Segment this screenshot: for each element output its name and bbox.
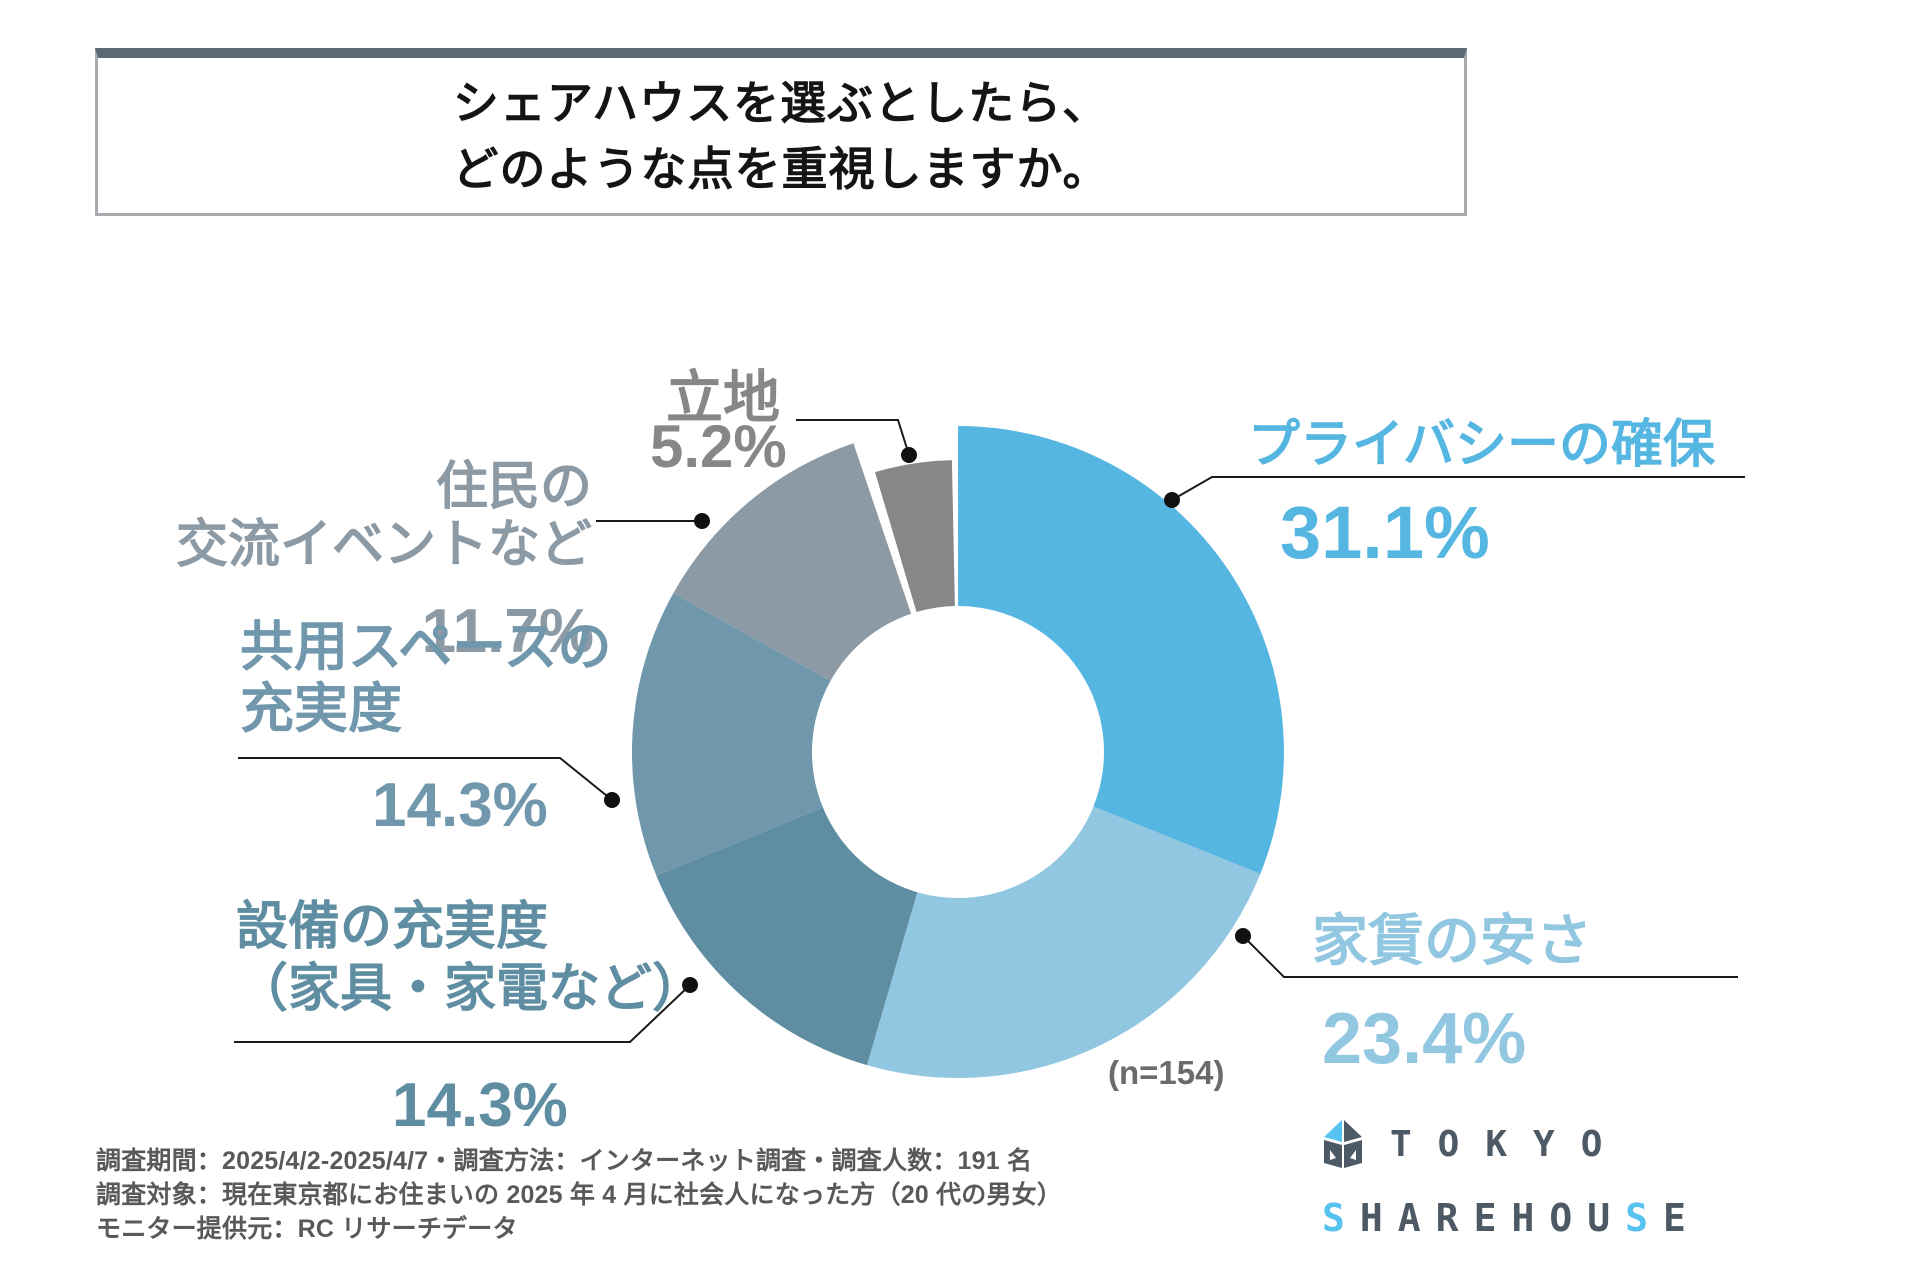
footer-line-2: 調査対象：現在東京都にお住まいの 2025 年 4 月に社会人になった方（20 … — [96, 1181, 1063, 1209]
logo-letter: R — [1435, 1196, 1474, 1240]
leader-dot-equip — [682, 977, 698, 993]
label-residents-events: 住民の 交流イベントなど — [176, 458, 592, 574]
value-equipment: 14.3% — [392, 1071, 568, 1140]
leader-line-location — [796, 419, 910, 456]
house-icon — [1324, 1120, 1362, 1168]
pie-slice-4 — [673, 443, 912, 681]
footer-line-1: 調査期間：2025/4/2-2025/4/7・調査方法：インターネット調査・調査… — [96, 1147, 1033, 1175]
label-rent: 家賃の安さ — [1312, 909, 1592, 972]
value-location: 5.2% — [650, 413, 787, 480]
leader-dot-residents — [694, 513, 710, 529]
logo-letter: S — [1322, 1196, 1360, 1240]
label-common-space-line2: 充実度 — [240, 679, 402, 739]
logo-letter: E — [1663, 1196, 1701, 1240]
value-residents-events: 11.7% — [421, 597, 594, 666]
sample-size-note: (n=154) — [1108, 1054, 1225, 1091]
value-privacy: 31.1% — [1280, 491, 1490, 574]
pie-slice-3 — [631, 593, 831, 876]
value-rent: 23.4% — [1322, 999, 1527, 1079]
label-equipment: 設備の充実度 （家具・家電など） — [236, 896, 704, 1020]
leader-dot-common — [604, 792, 620, 808]
logo-letter: H — [1511, 1196, 1550, 1240]
label-residents-line1: 住民の — [435, 458, 592, 516]
leader-line-common — [238, 757, 613, 801]
survey-question-title-box: シェアハウスを選ぶとしたら、 どのような点を重視しますか。 — [95, 48, 1467, 216]
pie-slice-5 — [875, 460, 955, 612]
tokyo-sharehouse-logo: TOKYO SHAREHOUSE — [1322, 1118, 1701, 1240]
leader-line-equip — [234, 984, 691, 1043]
label-residents-line2: 交流イベントなど — [175, 516, 592, 574]
logo-letter: A — [1397, 1196, 1436, 1240]
leader-line-privacy — [1171, 476, 1745, 501]
label-equipment-line1: 設備の充実度 — [236, 898, 549, 956]
logo-letter: U — [1587, 1196, 1626, 1240]
label-common-space: 共用スペースの 充実度 — [240, 616, 612, 740]
value-common-space: 14.3% — [372, 771, 548, 840]
logo-letter: O — [1549, 1196, 1588, 1240]
leader-dot-privacy — [1164, 492, 1180, 508]
leader-line-rent — [1242, 935, 1738, 978]
pie-slice-0 — [958, 426, 1284, 874]
logo-letter: H — [1359, 1196, 1398, 1240]
logo-tokyo-text: TOKYO — [1390, 1123, 1629, 1165]
title-line-2: どのような点を重視しますか。 — [452, 142, 1110, 195]
title-line-1: シェアハウスを選ぶとしたら、 — [452, 76, 1110, 129]
logo-letter: S — [1625, 1196, 1664, 1240]
leader-dot-location — [901, 447, 917, 463]
label-privacy: プライバシーの確保 — [1248, 416, 1715, 474]
footer-line-3: モニター提供元：RC リサーチデータ — [96, 1215, 518, 1243]
pie-slice-2 — [656, 807, 918, 1066]
survey-methodology-footer: 調査期間：2025/4/2-2025/4/7・調査方法：インターネット調査・調査… — [96, 1144, 1062, 1246]
pie-slice-1 — [867, 806, 1261, 1079]
leader-dot-rent — [1235, 928, 1251, 944]
label-equipment-line2: （家具・家電など） — [236, 960, 705, 1018]
logo-letter: E — [1473, 1196, 1512, 1240]
label-common-space-line1: 共用スペースの — [240, 617, 612, 677]
label-location: 立地 — [666, 366, 780, 430]
logo-sharehouse-text: SHAREHOUSE — [1322, 1196, 1701, 1240]
